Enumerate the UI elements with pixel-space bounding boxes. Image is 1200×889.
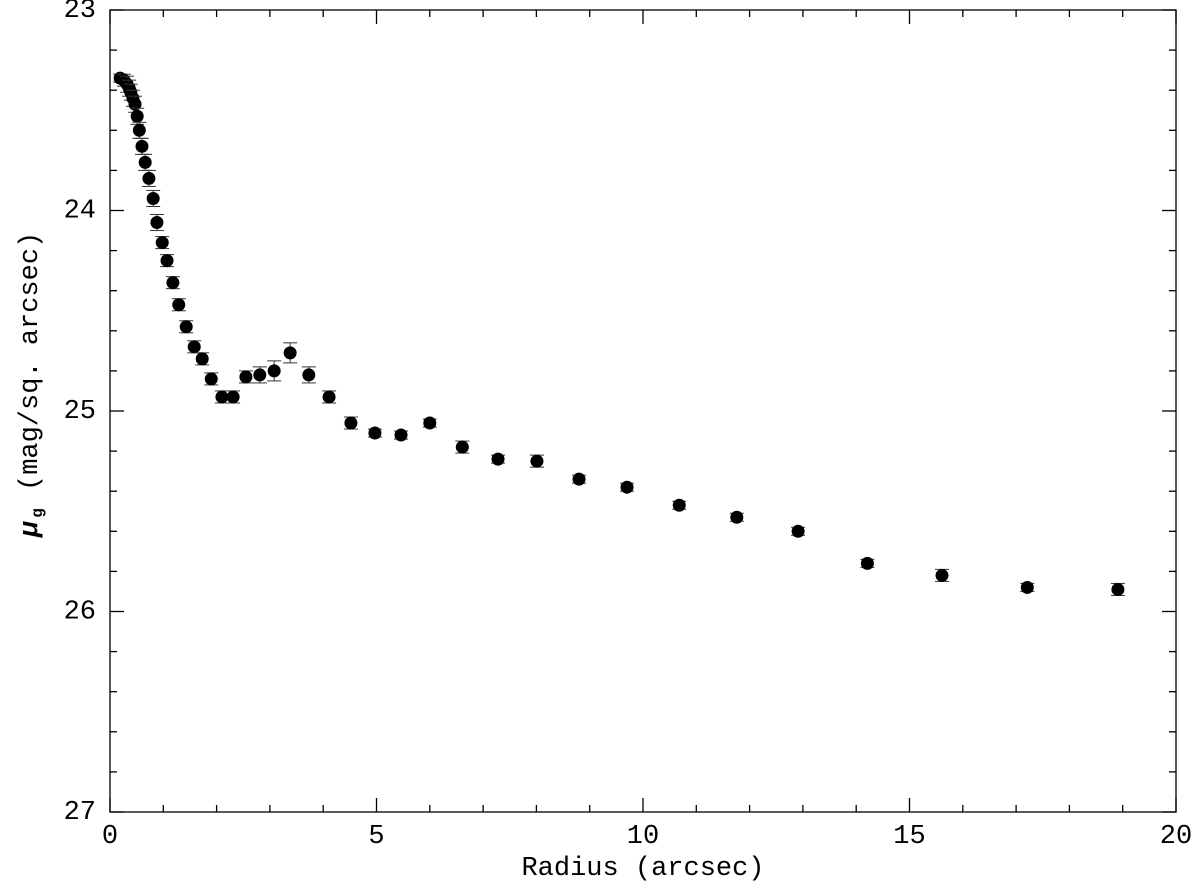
data-point [267, 364, 281, 378]
data-point [491, 452, 505, 466]
plot-frame [109, 9, 1177, 813]
data-point [572, 472, 586, 486]
y-tick-label: 24 [64, 197, 96, 227]
data-point [187, 340, 201, 354]
data-point [166, 276, 180, 290]
data-point [253, 368, 267, 382]
data-point [1020, 580, 1034, 594]
x-tick-label: 20 [1160, 822, 1192, 852]
data-point [860, 556, 874, 570]
y-tick-label: 23 [64, 0, 96, 26]
data-point [172, 298, 186, 312]
x-tick-label: 5 [368, 822, 384, 852]
data-point [130, 109, 144, 123]
data-point [150, 216, 164, 230]
data-point [620, 480, 634, 494]
data-point [368, 426, 382, 440]
data-point [239, 370, 253, 384]
data-point [215, 390, 229, 404]
data-point [132, 123, 146, 137]
y-tick-label: 27 [64, 798, 96, 828]
y-label-symbol: μ [16, 521, 46, 538]
y-label-unit: (mag/sq. arcsec) [16, 232, 46, 491]
data-point [155, 236, 169, 250]
data-point [791, 524, 805, 538]
x-axis-label: Radius (arcsec) [521, 854, 764, 884]
data-point [160, 254, 174, 268]
x-tick-label: 15 [893, 822, 925, 852]
data-point [302, 368, 316, 382]
data-point [142, 171, 156, 185]
y-axis-label: μ g (mag/sq. arcsec) [16, 232, 47, 538]
data-point [179, 320, 193, 334]
x-tick-label: 0 [102, 822, 118, 852]
data-point [322, 390, 336, 404]
data-point [128, 97, 142, 111]
y-tick-label: 25 [64, 397, 96, 427]
data-point [195, 352, 209, 366]
data-point [344, 416, 358, 430]
data-point [394, 428, 408, 442]
data-point [204, 372, 218, 386]
y-label-subscript: g [29, 508, 47, 518]
data-point [283, 346, 297, 360]
data-point [226, 390, 240, 404]
data-point [423, 416, 437, 430]
x-tick-label: 10 [627, 822, 659, 852]
data-point [1111, 582, 1125, 596]
data-point [135, 139, 149, 153]
data-point [530, 454, 544, 468]
data-point [138, 155, 152, 169]
data-point [935, 568, 949, 582]
data-point [455, 440, 469, 454]
data-point [672, 498, 686, 512]
data-point [146, 191, 160, 205]
data-point [730, 510, 744, 524]
y-tick-label: 26 [64, 598, 96, 628]
